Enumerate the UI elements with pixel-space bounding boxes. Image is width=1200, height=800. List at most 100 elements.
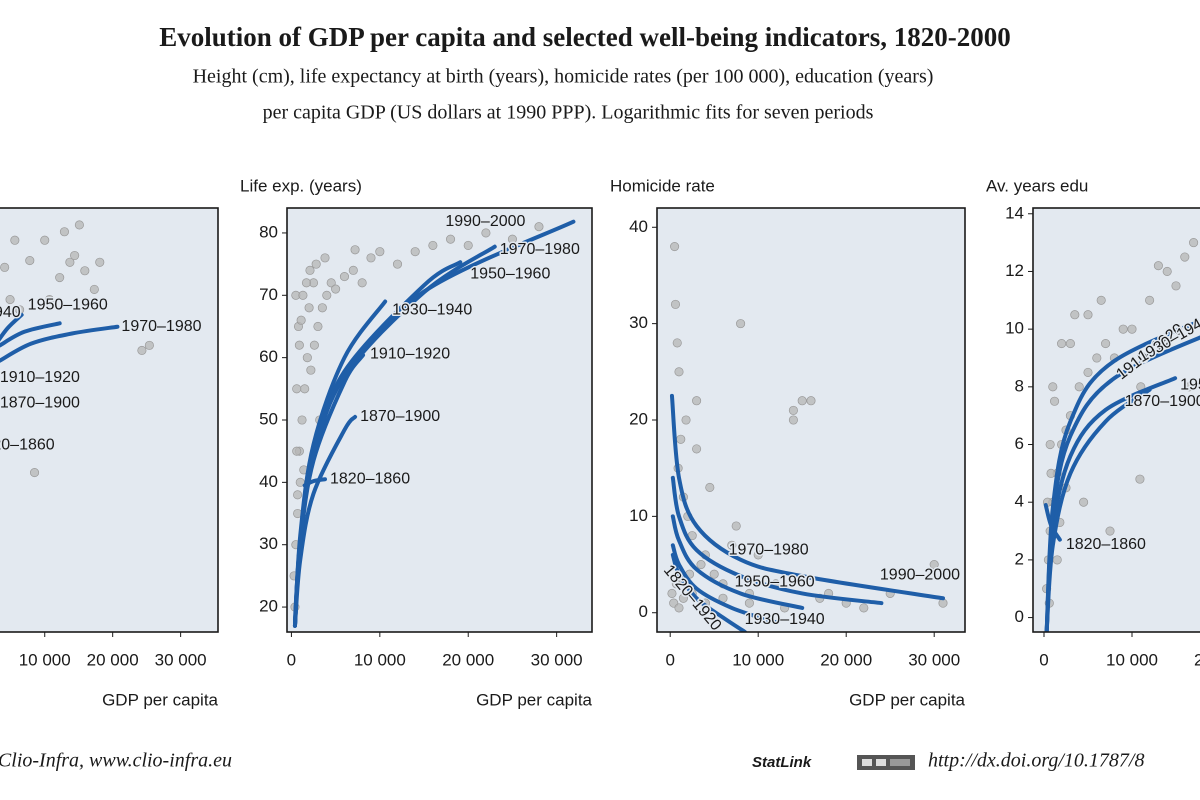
point xyxy=(1180,252,1190,262)
x-tick-label: 0 xyxy=(287,650,296,669)
point xyxy=(1079,497,1089,507)
fit-curve xyxy=(292,219,576,628)
point xyxy=(322,290,332,300)
point xyxy=(357,278,367,288)
y-tick-label: 4 xyxy=(1015,492,1024,511)
x-tick-label: 20 000 xyxy=(820,650,872,669)
plot-border xyxy=(0,207,219,633)
plot-content xyxy=(1042,238,1200,632)
x-tick-label: 0 xyxy=(665,650,674,669)
y-tick-label: 6 xyxy=(1015,434,1024,453)
point xyxy=(1096,295,1106,305)
plot-border xyxy=(1032,207,1200,633)
fit-curve xyxy=(0,324,120,363)
plot-content xyxy=(289,219,576,628)
point xyxy=(55,272,65,283)
point xyxy=(297,415,307,425)
point xyxy=(298,290,308,300)
point xyxy=(95,257,105,267)
point xyxy=(305,265,315,275)
point xyxy=(326,278,336,288)
subtitle: per capita GDP (US dollars at 1990 PPP).… xyxy=(263,102,874,124)
curve-label: 1970–1980 xyxy=(729,541,809,558)
point xyxy=(731,521,741,531)
y-tick-label: 12 xyxy=(1005,261,1024,280)
y-axis-label: Av. years edu xyxy=(986,176,1088,195)
point xyxy=(339,272,350,282)
point xyxy=(463,240,473,250)
y-tick-label: 50 xyxy=(259,409,278,428)
point xyxy=(1074,382,1084,392)
point xyxy=(1092,353,1102,363)
point xyxy=(797,396,807,406)
point xyxy=(670,241,680,252)
point xyxy=(692,444,702,454)
point xyxy=(1162,266,1172,277)
point xyxy=(1052,555,1062,565)
point xyxy=(5,295,15,305)
x-tick-label: 10 000 xyxy=(1106,650,1158,669)
curve-label: 1950–1960 xyxy=(470,265,550,282)
point xyxy=(676,434,686,444)
point xyxy=(1101,339,1111,349)
point xyxy=(670,299,681,309)
point xyxy=(534,222,544,232)
plot-content xyxy=(667,241,948,632)
point xyxy=(674,367,684,377)
point xyxy=(89,284,99,294)
point xyxy=(0,262,10,272)
point xyxy=(40,235,50,245)
logo-part xyxy=(890,759,910,766)
y-tick-label: 60 xyxy=(259,347,278,366)
point xyxy=(70,250,80,261)
fit-curve xyxy=(670,514,805,610)
chart-title: Evolution of GDP per capita and selected… xyxy=(159,22,1011,52)
point xyxy=(10,235,20,245)
curve-label: 1910–1920 xyxy=(370,345,450,362)
point xyxy=(59,227,69,237)
point xyxy=(1070,310,1080,320)
point xyxy=(410,247,420,257)
y-axis-label: Life exp. (years) xyxy=(240,176,362,195)
point xyxy=(1065,339,1075,349)
point xyxy=(311,259,321,269)
x-axis-label: GDP per capita xyxy=(849,690,965,709)
x-tick-label: 10 000 xyxy=(732,650,784,669)
fit-curve xyxy=(0,321,62,348)
y-tick-label: 8 xyxy=(1015,376,1024,395)
y-tick-label: 20 xyxy=(259,597,278,616)
curve-label: 1910–1920 xyxy=(0,369,80,386)
point xyxy=(309,340,319,350)
point xyxy=(392,259,403,269)
point xyxy=(1135,474,1145,484)
point xyxy=(788,415,798,425)
point xyxy=(74,220,84,230)
url: http://dx.doi.org/10.1787/8 xyxy=(928,750,1144,772)
x-tick-label: 30 000 xyxy=(531,650,583,669)
curve-label: 1870–1900 xyxy=(0,394,80,411)
y-tick-label: 2 xyxy=(1015,549,1024,568)
point xyxy=(348,265,358,275)
point xyxy=(692,396,702,406)
y-tick-label: 40 xyxy=(259,472,278,491)
point xyxy=(671,579,681,589)
point xyxy=(672,338,682,348)
point xyxy=(317,303,327,313)
curve-label: 1990–2000 xyxy=(445,213,525,230)
source: Clio-Infra, www.clio-infra.eu xyxy=(0,750,232,772)
point xyxy=(806,396,816,406)
x-tick-label: 10 000 xyxy=(354,650,406,669)
point xyxy=(350,245,360,255)
panel: 1820–18601870–19001950–19601910–19201930… xyxy=(986,176,1200,669)
x-tick-label: 20 000 xyxy=(1194,650,1200,669)
curve-label: 1930–1940 xyxy=(392,302,472,319)
curve-label: 1820–1860 xyxy=(0,437,55,454)
point xyxy=(1153,261,1163,271)
plot-area xyxy=(0,208,218,632)
point xyxy=(301,278,311,288)
point xyxy=(306,365,316,375)
x-tick-label: 10 000 xyxy=(19,650,71,669)
point xyxy=(29,468,40,478)
point xyxy=(292,446,302,456)
